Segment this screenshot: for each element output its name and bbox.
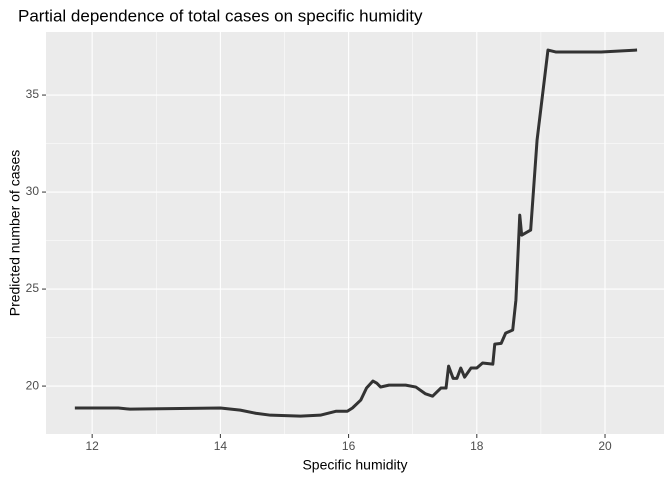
y-tick-label: 20 <box>26 378 40 392</box>
line <box>74 48 638 418</box>
y-tick-label: 35 <box>26 87 40 101</box>
x-tick-label: 16 <box>342 439 356 453</box>
x-tick-label: 12 <box>85 439 99 453</box>
chart-title: Partial dependence of total cases on spe… <box>18 6 423 25</box>
x-tick-label: 18 <box>470 439 484 453</box>
y-axis-title: Predicted number of cases <box>7 150 23 317</box>
y-tick-label: 25 <box>26 281 40 295</box>
x-tick-label: 14 <box>214 439 228 453</box>
x-axis-title: Specific humidity <box>302 457 407 473</box>
x-tick-label: 20 <box>598 439 612 453</box>
y-tick-label: 30 <box>26 184 40 198</box>
panel <box>46 32 664 434</box>
